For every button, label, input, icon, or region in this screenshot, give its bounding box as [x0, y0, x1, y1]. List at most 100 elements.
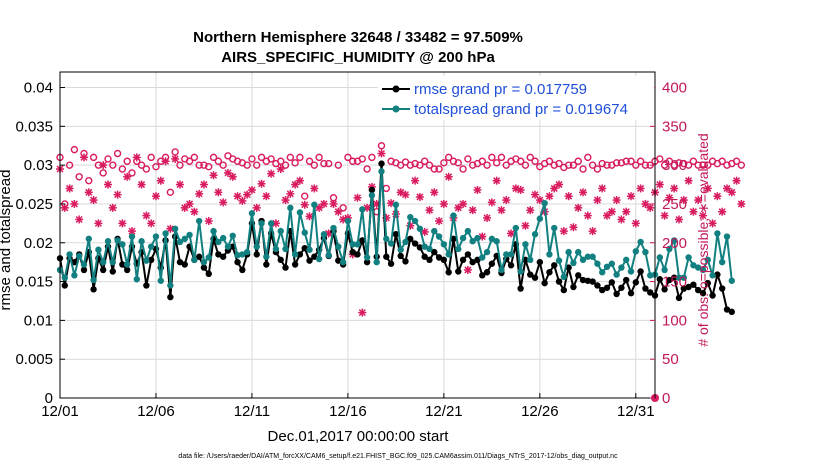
totalspread-point [666, 245, 673, 253]
obs-possible-marker [598, 159, 606, 168]
obs-possible-marker [296, 153, 304, 162]
obs-possible-marker [166, 188, 175, 197]
rmse-point [234, 258, 241, 266]
obs-possible-marker [128, 169, 136, 177]
totalspread-point [445, 251, 452, 258]
rmse-point [670, 274, 678, 281]
obs-evaluated-marker [123, 172, 132, 181]
rmse-point [215, 251, 222, 258]
obs-possible-marker [464, 155, 472, 163]
obs-possible-marker [478, 157, 486, 165]
rmse-point [99, 266, 107, 274]
legend-marker-totalspread [392, 105, 400, 113]
obs-possible-marker [675, 159, 683, 167]
totalspread-point [224, 243, 232, 250]
totalspread-point [493, 238, 500, 245]
rmse-point [560, 286, 568, 294]
rmse-point [647, 289, 654, 296]
rmse-point [589, 278, 596, 285]
obs-evaluated-marker [468, 206, 477, 215]
obs-evaluated-marker [238, 196, 247, 205]
totalspread-point [104, 238, 112, 245]
rmse-point [575, 272, 582, 279]
rmse-point [666, 276, 673, 284]
obs-possible-marker [387, 157, 395, 165]
totalspread-point [723, 233, 731, 240]
totalspread-point [517, 268, 524, 275]
totalspread-point [128, 233, 136, 240]
rmse-point [435, 254, 443, 261]
obs-possible-marker [660, 161, 669, 169]
obs-evaluated-marker [574, 203, 583, 212]
obs-possible-marker [195, 161, 203, 169]
totalspread-point [632, 248, 640, 255]
obs-evaluated-marker [243, 190, 252, 199]
totalspread-point [243, 248, 251, 256]
totalspread-point [219, 234, 227, 242]
totalspread-point [565, 248, 572, 256]
totalspread-point [373, 258, 380, 266]
obs-evaluated-marker [147, 219, 156, 228]
obs-possible-marker [617, 159, 626, 167]
obs-possible-marker [219, 161, 227, 169]
totalspread-point [613, 271, 620, 278]
obs-evaluated-marker [559, 227, 568, 236]
totalspread-point [147, 243, 155, 250]
rmse-point [407, 235, 414, 243]
obs-possible-marker [440, 159, 448, 167]
obs-possible-marker [267, 155, 275, 163]
legend-box [378, 76, 654, 120]
obs-evaluated-marker [156, 176, 165, 185]
obs-possible-marker [444, 153, 453, 162]
totalspread-point [656, 254, 663, 261]
totalspread-point [85, 235, 92, 243]
totalspread-point [507, 251, 515, 258]
rmse-point [440, 256, 448, 264]
totalspread-point [282, 245, 289, 253]
y-tick-label-right: 200 [662, 235, 687, 252]
series-line-rmse [59, 163, 733, 313]
obs-possible-marker [569, 161, 578, 169]
rmse-point [618, 284, 625, 291]
rmse-point [147, 256, 155, 264]
totalspread-point [315, 255, 323, 263]
rmse-point [656, 276, 663, 283]
y-axis-label-right: # of obs: o=possible; ∗=evaluated [695, 133, 711, 346]
rmse-point [714, 271, 721, 278]
rmse-point [632, 279, 640, 286]
rmse-point [474, 256, 481, 264]
obs-evaluated-marker [497, 206, 506, 215]
obs-possible-marker [699, 161, 707, 169]
totalspread-point [306, 246, 313, 253]
legend-label-totalspread: totalspread grand pr = 0.019674 [414, 101, 628, 118]
totalspread-point [618, 264, 625, 271]
obs-possible-marker [310, 161, 319, 169]
obs-evaluated-marker [694, 196, 703, 205]
rmse-point [359, 237, 366, 244]
totalspread-point [229, 232, 236, 239]
totalspread-point [718, 258, 726, 266]
totalspread-point [205, 254, 212, 261]
totalspread-point [599, 269, 606, 276]
obs-possible-marker [253, 161, 261, 169]
obs-evaluated-marker [703, 184, 712, 193]
obs-evaluated-marker [175, 180, 184, 189]
obs-possible-marker [641, 161, 650, 169]
obs-evaluated-marker [185, 199, 194, 208]
rmse-point [531, 274, 539, 281]
totalspread-point [143, 257, 150, 264]
rmse-point [421, 253, 428, 260]
obs-possible-marker [65, 161, 74, 169]
totalspread-point [411, 217, 419, 225]
obs-possible-marker [411, 159, 419, 168]
obs-evaluated-marker [463, 265, 472, 274]
obs-evaluated-marker [459, 199, 468, 208]
obs-evaluated-marker [646, 203, 655, 212]
plot-frame [59, 71, 656, 399]
obs-evaluated-marker [214, 188, 223, 197]
obs-possible-marker [329, 194, 338, 202]
obs-evaluated-marker [555, 180, 564, 189]
obs-evaluated-marker [286, 189, 295, 198]
obs-evaluated-marker [526, 206, 535, 215]
totalspread-point [287, 204, 294, 212]
